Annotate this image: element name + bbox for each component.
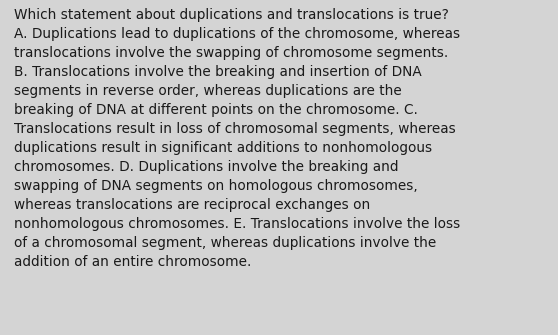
Text: Which statement about duplications and translocations is true?
A. Duplications l: Which statement about duplications and t… xyxy=(14,8,460,269)
